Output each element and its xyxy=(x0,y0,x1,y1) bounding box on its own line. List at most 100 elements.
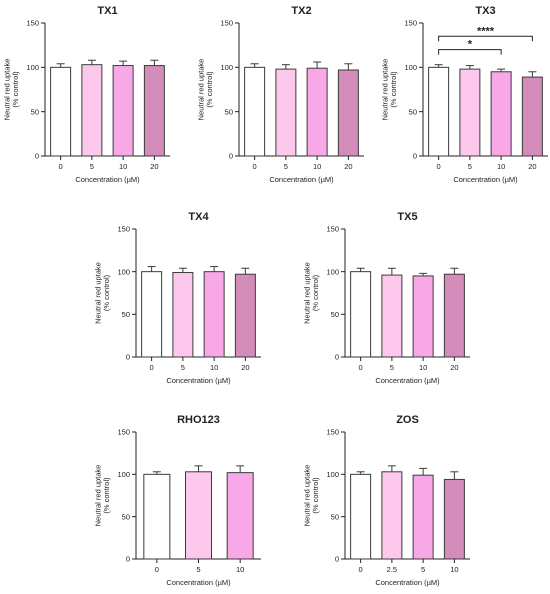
x-tick-label: 20 xyxy=(241,363,249,372)
bar xyxy=(203,271,225,358)
x-tick-label: 0 xyxy=(59,162,63,171)
bar xyxy=(143,473,171,560)
x-tick-label: 0 xyxy=(359,565,363,574)
y-tick-label: 0 xyxy=(229,152,233,161)
x-axis-label: Concentration (µM) xyxy=(453,175,518,184)
x-tick-label: 20 xyxy=(450,363,458,372)
x-tick-label: 0 xyxy=(253,162,257,171)
chart-title: TX5 xyxy=(397,211,417,223)
significance-bracket xyxy=(438,49,502,55)
y-axis-label-line: (% control) xyxy=(11,71,20,108)
x-tick-label: 2.5 xyxy=(387,565,397,574)
x-tick-label: 5 xyxy=(284,162,288,171)
bar xyxy=(143,65,165,157)
y-axis-label-line: (% control) xyxy=(389,71,398,108)
y-axis-label: Neutral red uptake(% control) xyxy=(94,465,112,527)
x-tick-label: 10 xyxy=(236,565,244,574)
y-axis-label-line: Neutral red uptake xyxy=(381,59,390,121)
x-tick-label: 0 xyxy=(155,565,159,574)
x-axis-label: Concentration (µM) xyxy=(166,376,231,385)
y-tick-label: 0 xyxy=(335,353,339,362)
chart-title: TX3 xyxy=(475,5,495,17)
bar xyxy=(337,69,359,157)
x-axis-label: Concentration (µM) xyxy=(269,175,334,184)
x-tick-label: 5 xyxy=(196,565,200,574)
chart-panel-3: TX4 0 50 100 150 Neutral red uptake(% control… xyxy=(94,211,261,385)
y-axis-label-line: (% control) xyxy=(311,477,320,514)
y-tick-label: 100 xyxy=(26,63,39,72)
bar xyxy=(112,65,134,157)
x-axis-label: Concentration (µM) xyxy=(375,376,440,385)
x-tick-label: 5 xyxy=(421,565,425,574)
bar xyxy=(244,66,266,157)
x-tick-label: 0 xyxy=(150,363,154,372)
bar xyxy=(412,474,434,560)
x-tick-label: 10 xyxy=(119,162,127,171)
bar xyxy=(490,71,512,157)
bar xyxy=(50,66,72,157)
y-tick-label: 150 xyxy=(117,225,130,234)
y-tick-label: 150 xyxy=(326,225,339,234)
bar xyxy=(350,473,372,560)
y-axis-label-line: Neutral red uptake xyxy=(94,262,103,324)
x-tick-label: 10 xyxy=(450,565,458,574)
y-tick-label: 150 xyxy=(220,19,233,28)
bar xyxy=(141,271,163,358)
y-axis-label-line: Neutral red uptake xyxy=(94,465,103,527)
x-tick-label: 20 xyxy=(150,162,158,171)
bar xyxy=(412,275,434,358)
y-axis-label: Neutral red uptake(% control) xyxy=(94,262,112,324)
y-axis-label-line: (% control) xyxy=(311,274,320,311)
x-axis-label: Concentration (µM) xyxy=(166,578,231,587)
y-tick-label: 100 xyxy=(404,63,417,72)
y-tick-label: 150 xyxy=(326,428,339,437)
chart-panel-4: TX5 0 50 100 150 Neutral red uptake(% control… xyxy=(303,211,470,385)
y-tick-label: 50 xyxy=(225,107,233,116)
y-tick-label: 150 xyxy=(117,428,130,437)
y-axis-label-line: Neutral red uptake xyxy=(3,59,12,121)
y-axis-label: Neutral red uptake(% control) xyxy=(303,262,321,324)
x-tick-label: 5 xyxy=(390,363,394,372)
x-tick-label: 20 xyxy=(344,162,352,171)
bar xyxy=(350,271,372,358)
y-axis-label-line: (% control) xyxy=(102,477,111,514)
y-tick-label: 0 xyxy=(35,152,39,161)
bar xyxy=(226,472,254,560)
y-tick-label: 100 xyxy=(326,267,339,276)
x-tick-label: 10 xyxy=(419,363,427,372)
y-axis-label: Neutral red uptake(% control) xyxy=(197,59,215,121)
bar xyxy=(81,64,103,157)
y-tick-label: 50 xyxy=(331,310,339,319)
chart-title: RHO123 xyxy=(177,414,220,426)
x-tick-label: 5 xyxy=(90,162,94,171)
y-tick-label: 50 xyxy=(122,310,130,319)
bar xyxy=(521,76,543,157)
x-tick-label: 10 xyxy=(313,162,321,171)
x-tick-label: 20 xyxy=(528,162,536,171)
y-tick-label: 0 xyxy=(413,152,417,161)
bar xyxy=(185,471,212,560)
x-tick-label: 10 xyxy=(210,363,218,372)
y-tick-label: 100 xyxy=(117,267,130,276)
y-axis-label: Neutral red uptake(% control) xyxy=(303,465,321,527)
y-tick-label: 50 xyxy=(31,107,39,116)
y-tick-label: 100 xyxy=(326,470,339,479)
bar xyxy=(459,68,481,157)
significance-label: * xyxy=(468,39,473,51)
y-tick-label: 50 xyxy=(122,512,130,521)
y-axis-label-line: (% control) xyxy=(205,71,214,108)
y-axis-label-line: (% control) xyxy=(102,274,111,311)
x-tick-label: 10 xyxy=(497,162,505,171)
y-tick-label: 100 xyxy=(220,63,233,72)
bar xyxy=(381,274,403,358)
x-axis-label: Concentration (µM) xyxy=(375,578,440,587)
bar xyxy=(428,66,450,157)
y-tick-label: 100 xyxy=(117,470,130,479)
y-axis-label-line: Neutral red uptake xyxy=(303,465,312,527)
chart-title: TX4 xyxy=(188,211,209,223)
